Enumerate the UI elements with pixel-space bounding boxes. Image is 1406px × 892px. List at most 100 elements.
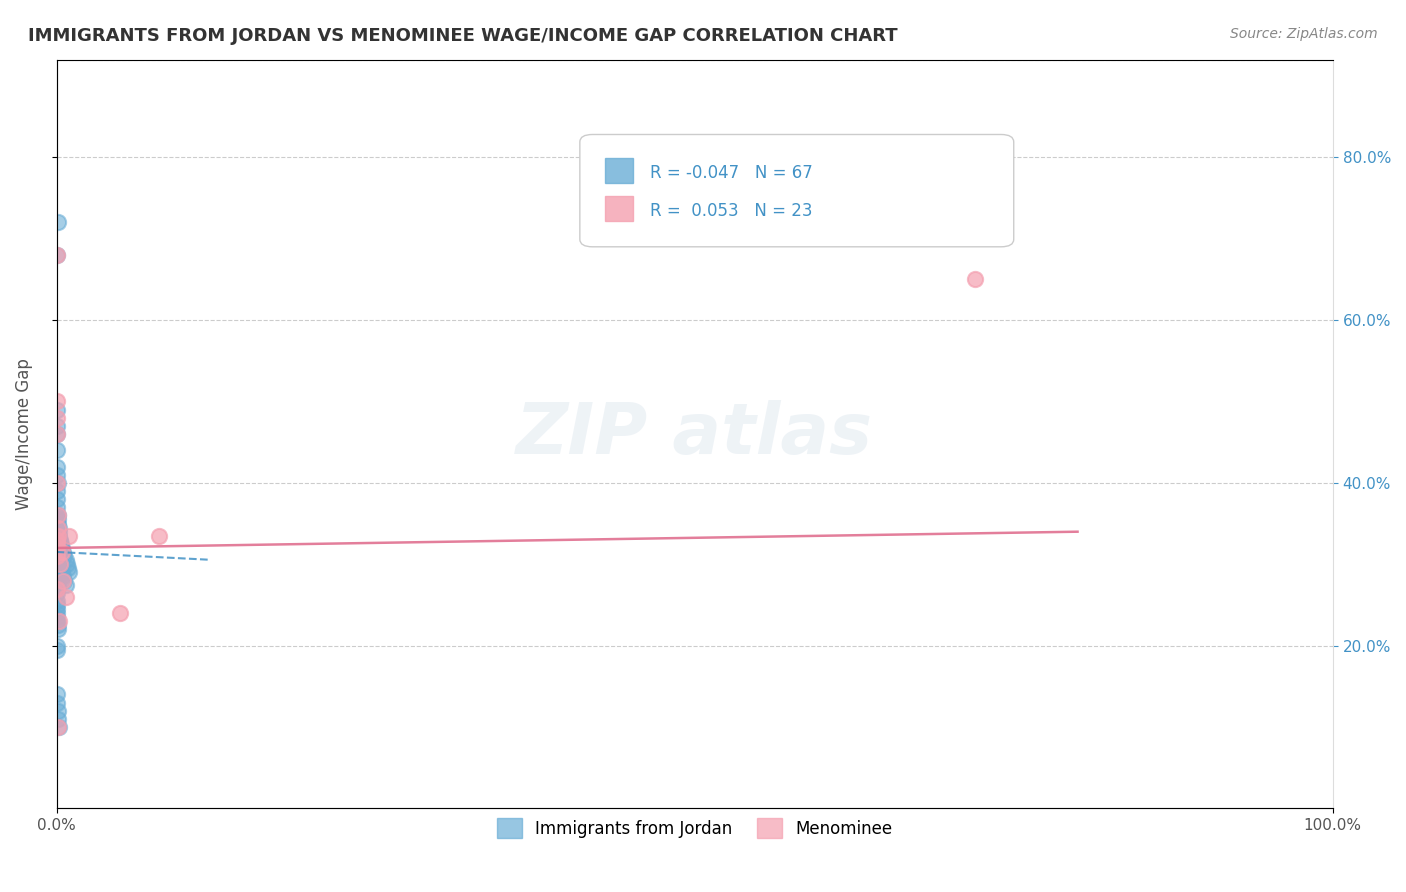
Point	[45, 418, 67, 433]
Point	[45, 561, 67, 575]
Point	[45, 533, 67, 547]
Point	[48, 549, 70, 563]
FancyBboxPatch shape	[579, 135, 1014, 247]
Point	[110, 606, 132, 620]
Point	[45, 594, 67, 608]
Point	[45, 606, 67, 620]
Point	[58, 529, 80, 543]
Point	[55, 590, 77, 604]
Point	[46, 248, 69, 262]
Point	[45, 582, 67, 596]
Point	[48, 524, 70, 539]
Point	[45, 639, 67, 653]
Point	[56, 558, 79, 572]
Point	[45, 483, 67, 498]
Point	[46, 533, 69, 547]
Point	[46, 537, 69, 551]
Point	[48, 541, 70, 555]
Point	[46, 569, 69, 583]
Point	[46, 475, 69, 490]
Bar	[606, 159, 634, 183]
Point	[46, 443, 69, 458]
Point	[45, 508, 67, 523]
Point	[148, 529, 170, 543]
Point	[46, 704, 69, 718]
Text: Source: ZipAtlas.com: Source: ZipAtlas.com	[1230, 27, 1378, 41]
Text: R =  0.053   N = 23: R = 0.053 N = 23	[650, 202, 813, 219]
Point	[49, 533, 72, 547]
Point	[46, 500, 69, 515]
Point	[46, 512, 69, 526]
Point	[46, 577, 69, 591]
Point	[52, 574, 75, 588]
Point	[46, 598, 69, 612]
Point	[46, 402, 69, 417]
Point	[46, 696, 69, 710]
Text: R = -0.047   N = 67: R = -0.047 N = 67	[650, 164, 813, 183]
Point	[46, 524, 69, 539]
Point	[49, 558, 72, 572]
Point	[45, 586, 67, 600]
Y-axis label: Wage/Income Gap: Wage/Income Gap	[15, 358, 32, 510]
Point	[46, 521, 69, 535]
Point	[48, 720, 70, 734]
Point	[46, 574, 69, 588]
Point	[46, 529, 69, 543]
Point	[45, 427, 67, 442]
Point	[46, 537, 69, 551]
Point	[46, 566, 69, 580]
Legend: Immigrants from Jordan, Menominee: Immigrants from Jordan, Menominee	[491, 812, 900, 845]
Point	[46, 549, 69, 563]
Point	[45, 642, 67, 657]
Point	[46, 467, 69, 482]
Text: IMMIGRANTS FROM JORDAN VS MENOMINEE WAGE/INCOME GAP CORRELATION CHART: IMMIGRANTS FROM JORDAN VS MENOMINEE WAGE…	[28, 27, 898, 45]
Point	[51, 541, 73, 555]
Point	[49, 558, 72, 572]
Point	[56, 561, 79, 575]
Point	[46, 508, 69, 523]
Point	[46, 410, 69, 425]
Point	[48, 545, 70, 559]
Point	[46, 512, 69, 526]
Point	[49, 537, 72, 551]
Point	[51, 545, 73, 559]
Bar	[606, 196, 634, 220]
Point	[48, 614, 70, 628]
Point	[46, 712, 69, 726]
Point	[46, 529, 69, 543]
Point	[49, 534, 72, 549]
Point	[45, 558, 67, 572]
Point	[46, 614, 69, 628]
Point	[46, 248, 69, 262]
Point	[58, 566, 80, 580]
Point	[48, 529, 70, 543]
Point	[45, 610, 67, 624]
Point	[53, 574, 76, 588]
Point	[46, 508, 69, 523]
Point	[46, 459, 69, 474]
Point	[52, 545, 75, 559]
Point	[52, 569, 75, 583]
Point	[45, 427, 67, 442]
Point	[45, 492, 67, 507]
Point	[46, 541, 69, 555]
Point	[46, 475, 69, 490]
Point	[55, 577, 77, 591]
Text: ZIP atlas: ZIP atlas	[516, 400, 873, 468]
Point	[46, 521, 69, 535]
Point	[46, 516, 69, 531]
Point	[965, 272, 987, 286]
Point	[46, 215, 69, 229]
Point	[46, 602, 69, 616]
Point	[45, 516, 67, 531]
Point	[46, 623, 69, 637]
Point	[46, 688, 69, 702]
Point	[46, 720, 69, 734]
Point	[51, 566, 73, 580]
Point	[45, 582, 67, 596]
Point	[55, 553, 77, 567]
Point	[53, 549, 76, 563]
Point	[48, 521, 70, 535]
Point	[46, 394, 69, 409]
Point	[46, 618, 69, 632]
